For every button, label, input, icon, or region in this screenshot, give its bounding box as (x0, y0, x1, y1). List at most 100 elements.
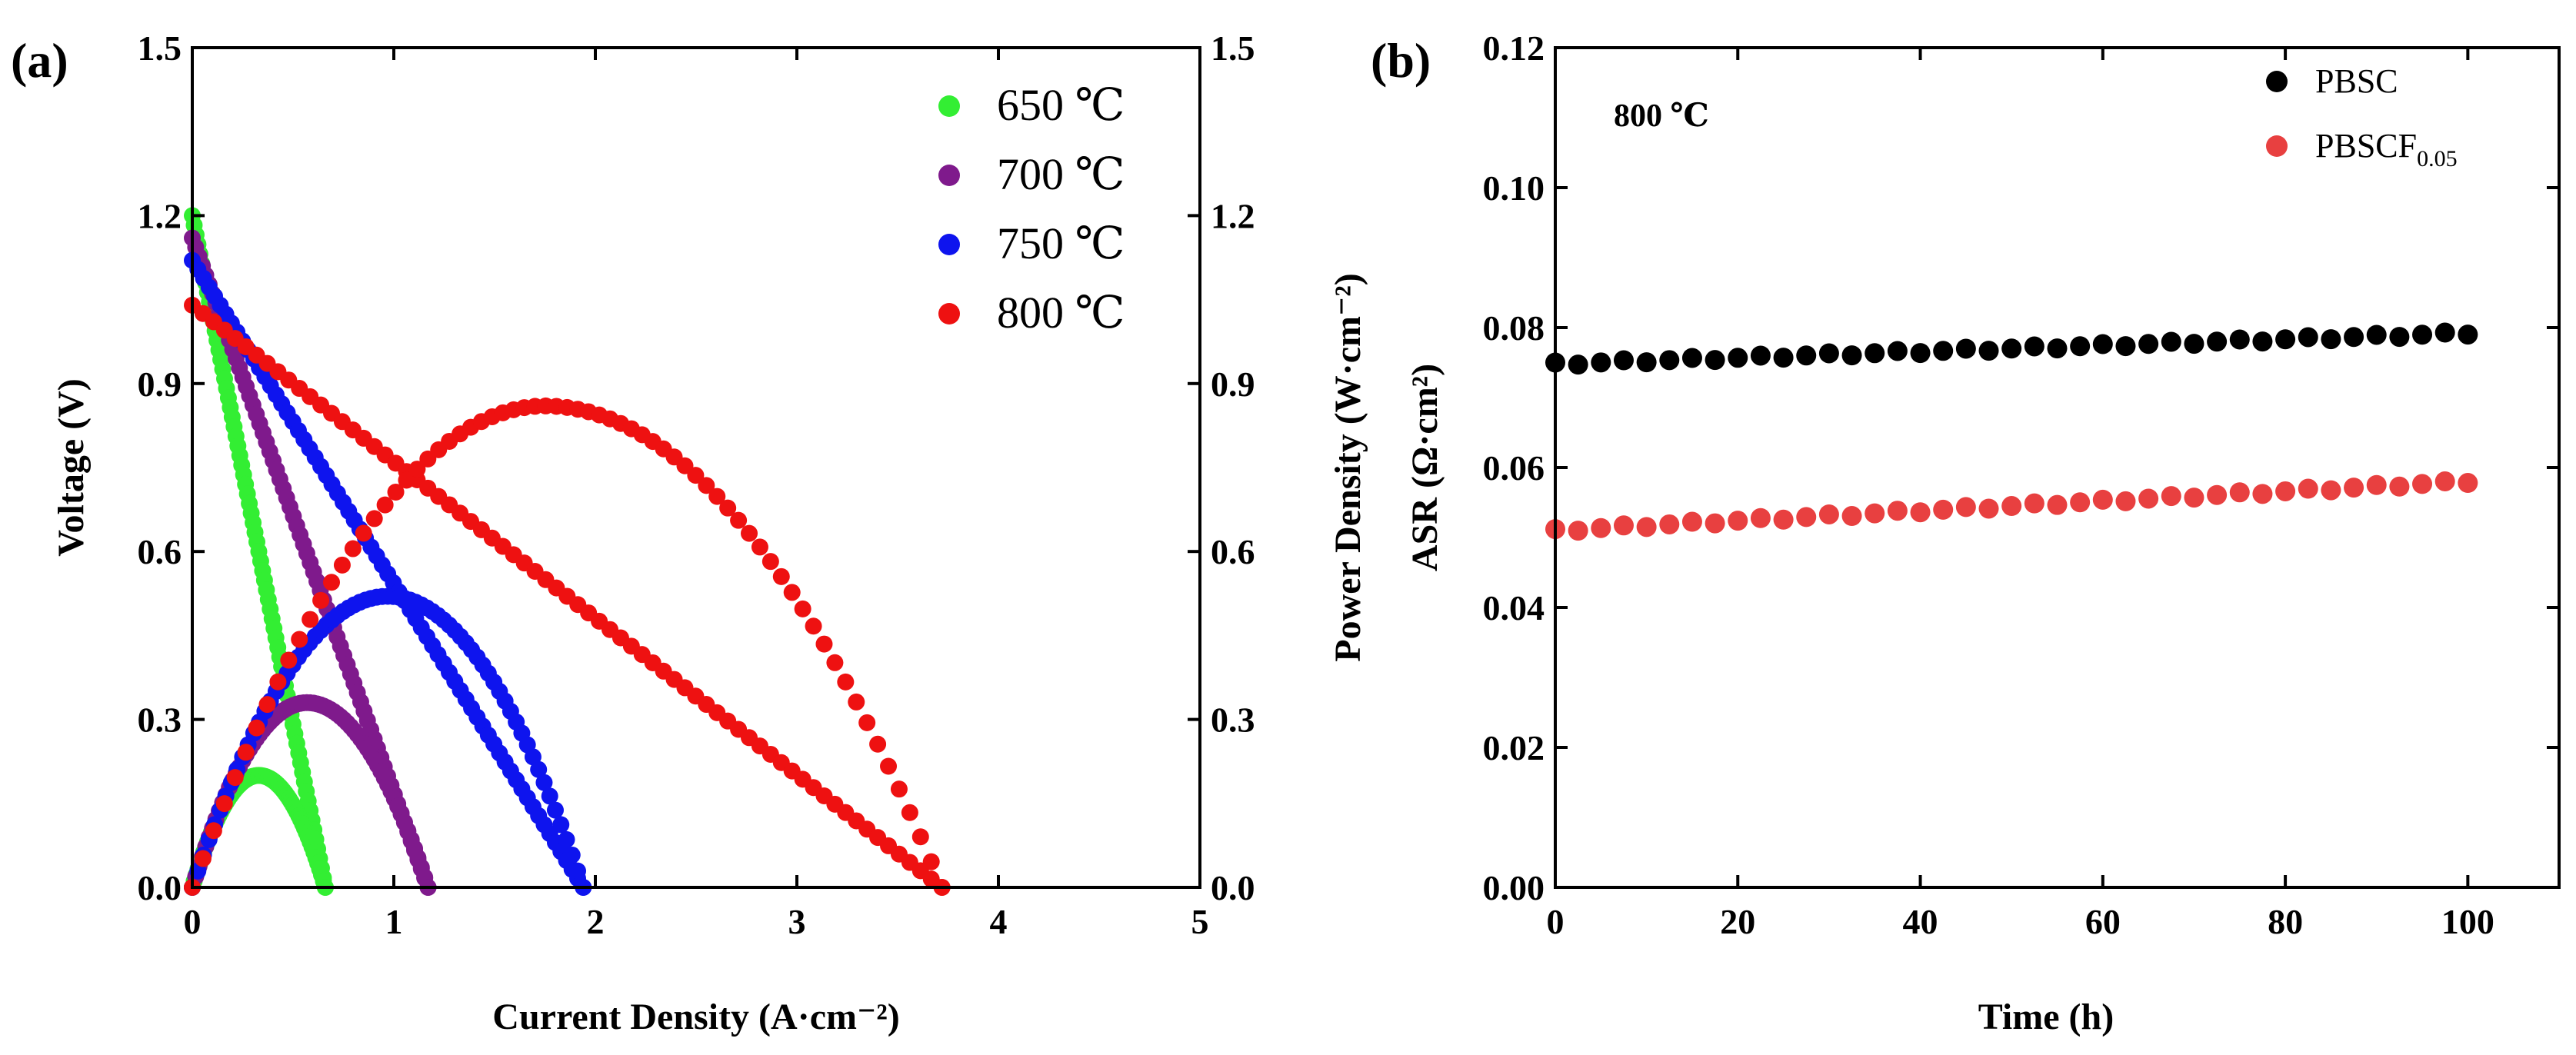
a-legend-label: 800 ℃ (997, 288, 1125, 338)
a-ytick-label: 0.6 (138, 532, 182, 571)
b-data-point (2184, 488, 2204, 508)
b-ytick-label: 0.00 (1483, 868, 1545, 907)
b-legend-label: PBSCF0.05 (2315, 127, 2458, 171)
panel-b: (b) 0 20 40 60 80 100 0.00 0.02 0.04 0.06 0.08 0.10… (1371, 28, 2561, 1037)
b-data-point (2344, 478, 2364, 498)
b-data-point (1978, 498, 1999, 519)
b-data-point (1636, 352, 1657, 373)
b-data-point (1636, 517, 1657, 537)
a-power-point (280, 651, 298, 669)
b-legend-label: PBSC (2315, 62, 2398, 100)
a-power-point (333, 556, 351, 574)
a-ytick-label: 0.9 (138, 364, 182, 404)
b-data-point (2138, 488, 2159, 509)
a-power-point (302, 611, 319, 628)
a-power-point (805, 617, 822, 635)
b-data-point (1681, 348, 1702, 368)
a-power-point (398, 471, 415, 489)
a-power-point (719, 499, 737, 517)
b-data-point (2458, 473, 2478, 494)
a-xtick-label: 2 (587, 902, 605, 941)
panel-a: (a) 0 1 2 3 4 50.00.30.60.91.21.50.00.30.60.9… (11, 28, 1368, 1037)
a-power-point (837, 673, 855, 691)
b-data-point (1978, 341, 1999, 361)
b-data-point (2412, 324, 2433, 345)
panel-a-marks (184, 207, 951, 896)
a-power-point (535, 774, 553, 791)
a-power-point (558, 830, 575, 848)
b-series-1 (1545, 471, 2478, 541)
a-power-point (826, 654, 844, 671)
a-power-point (858, 714, 876, 731)
b-ytick-label: 0.12 (1483, 28, 1545, 68)
a-power-point (708, 488, 726, 505)
panel-a-label: (a) (11, 33, 68, 88)
b-data-point (2229, 329, 2250, 350)
a-power-point (815, 635, 833, 653)
a-power-point (794, 600, 811, 617)
a-power-point (248, 719, 265, 737)
a-power-point (530, 760, 548, 778)
b-data-point (2252, 331, 2273, 352)
a-power-point (911, 828, 929, 846)
a-power-point (215, 795, 233, 813)
b-data-point (2298, 327, 2318, 348)
a-power-point (524, 748, 542, 766)
panel-b-frame (1554, 46, 2561, 889)
a-ytick-label: 0.0 (138, 868, 182, 907)
b-data-point (1818, 343, 1839, 364)
b-data-point (1955, 338, 1976, 359)
b-data-point (1773, 509, 1794, 530)
b-data-point (2001, 496, 2022, 517)
panel-a-ticks: 0 1 2 3 4 50.00.30.60.91.21.50.00.30.60.91.21… (138, 28, 1255, 941)
panel-b-xlabel: Time (h) (1978, 997, 2114, 1037)
a-power-point (365, 510, 383, 528)
a-legend-label: 750 ℃ (997, 218, 1125, 268)
b-xtick-label: 60 (2085, 902, 2121, 941)
b-data-point (2092, 489, 2113, 510)
a-y2tick-label: 1.5 (1211, 28, 1255, 68)
a-power-point (546, 801, 564, 819)
panel-a-ylabel: Voltage (V) (51, 378, 92, 557)
a-series-3 (184, 296, 951, 896)
a-power-point (751, 538, 768, 556)
a-y2tick-label: 0.9 (1211, 364, 1255, 404)
a-power-point (901, 804, 918, 821)
b-data-point (2298, 478, 2318, 499)
b-data-point (2207, 484, 2228, 505)
b-data-point (1818, 504, 1839, 524)
a-legend-marker (938, 95, 960, 117)
a-y2tick-label: 1.2 (1211, 196, 1255, 235)
b-data-point (1887, 341, 1908, 361)
a-power-point (922, 853, 940, 870)
b-data-point (2024, 336, 2044, 357)
b-data-point (2092, 334, 2113, 354)
b-data-point (2344, 327, 2364, 348)
b-data-point (2275, 481, 2296, 501)
b-data-point (1568, 354, 1588, 375)
a-power-point (569, 862, 587, 880)
a-power-point (869, 735, 887, 753)
a-power-point (291, 631, 308, 648)
panel-a-y2label: Power Density (W·cm⁻²) (1328, 273, 1368, 661)
panel-a-legend: 650 ℃ 700 ℃ 750 ℃ 800 ℃ (938, 80, 1125, 338)
b-data-point (2070, 492, 2091, 513)
b-data-point (2047, 494, 2068, 515)
b-data-point (2024, 493, 2044, 514)
b-data-point (1796, 507, 1817, 528)
b-data-point (1955, 497, 1976, 518)
b-data-point (1841, 506, 1862, 527)
b-data-point (1613, 350, 1634, 371)
a-power-point (772, 567, 790, 585)
a-power-point (687, 467, 705, 484)
b-data-point (1933, 341, 1954, 361)
a-y2tick-label: 0.0 (1211, 868, 1255, 907)
b-data-point (2434, 471, 2455, 491)
b-data-point (1796, 345, 1817, 366)
a-legend-label: 650 ℃ (997, 80, 1125, 130)
a-legend-label: 700 ℃ (997, 149, 1125, 199)
b-data-point (2389, 327, 2410, 348)
a-xtick-label: 4 (990, 902, 1008, 941)
b-data-point (1865, 343, 1885, 364)
a-ytick-label: 0.3 (138, 701, 182, 740)
